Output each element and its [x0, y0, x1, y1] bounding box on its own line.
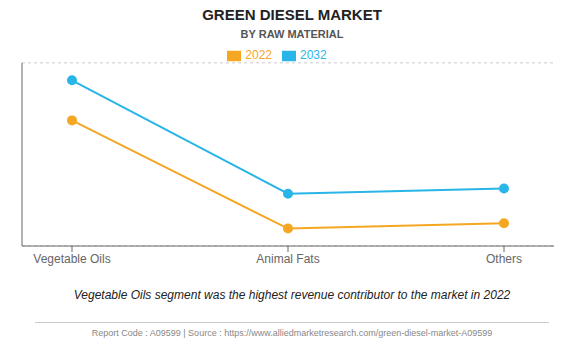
html-text:Vegetable Oils segment was the: Vegetable Oils segment was the highest r… [73, 288, 511, 302]
svg-text:Vegetable Oils: Vegetable Oils [33, 252, 110, 266]
html-text:GREEN DIESEL MARKET: GREEN DIESEL MARKET [202, 6, 382, 23]
html-text:Report Code : A09599 | Source: Report Code : A09599 | Source : https://… [91, 328, 493, 338]
html-text:2032: 2032 [300, 48, 327, 62]
html-text:2022: 2022 [245, 48, 272, 62]
svg-text:Animal Fats: Animal Fats [256, 252, 319, 266]
html-text:BY RAW MATERIAL: BY RAW MATERIAL [240, 28, 344, 40]
svg-text:Others: Others [486, 252, 522, 266]
